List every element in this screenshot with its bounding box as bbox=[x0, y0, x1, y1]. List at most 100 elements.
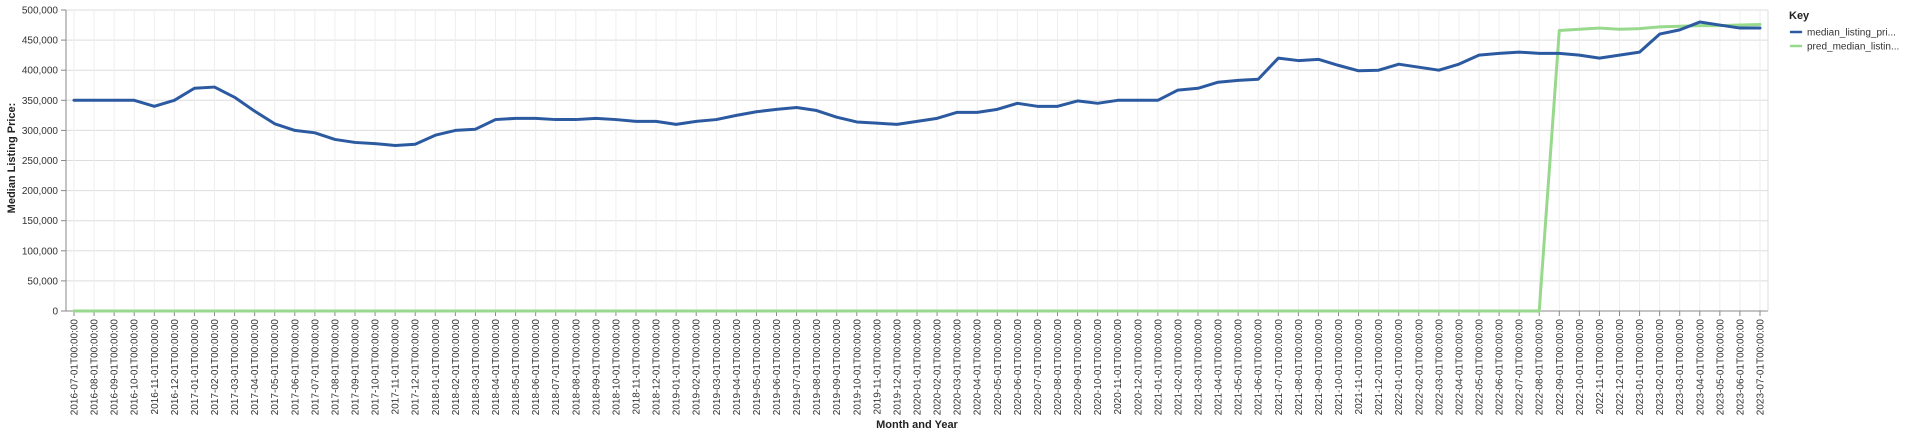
x-tick-label: 2017-02-01T00:00:00 bbox=[210, 319, 221, 416]
x-tick-label: 2023-05-01T00:00:00 bbox=[1715, 319, 1726, 416]
x-tick-label: 2020-05-01T00:00:00 bbox=[993, 319, 1004, 416]
x-tick-label: 2021-08-01T00:00:00 bbox=[1294, 319, 1305, 416]
y-tick-label: 250,000 bbox=[22, 156, 59, 167]
x-tick-label: 2018-06-01T00:00:00 bbox=[531, 319, 542, 416]
y-tick-label: 450,000 bbox=[22, 36, 59, 47]
axes bbox=[61, 9, 1769, 316]
x-tick-label: 2019-04-01T00:00:00 bbox=[732, 319, 743, 416]
x-tick-label: 2019-02-01T00:00:00 bbox=[692, 319, 703, 416]
x-tick-label: 2021-10-01T00:00:00 bbox=[1334, 319, 1345, 416]
y-tick-label: 400,000 bbox=[22, 66, 59, 77]
x-tick-label: 2023-07-01T00:00:00 bbox=[1756, 319, 1767, 416]
x-tick-label: 2019-06-01T00:00:00 bbox=[772, 319, 783, 416]
x-tick-labels: 2016-07-01T00:00:00 2016-08-01T00:00:00 20… bbox=[70, 319, 1767, 416]
x-tick-label: 2017-09-01T00:00:00 bbox=[351, 319, 362, 416]
x-tick-label: 2023-02-01T00:00:00 bbox=[1655, 319, 1666, 416]
x-tick-label: 2016-10-01T00:00:00 bbox=[130, 319, 141, 416]
x-tick-label: 2020-12-01T00:00:00 bbox=[1133, 319, 1144, 416]
x-tick-label: 2021-01-01T00:00:00 bbox=[1153, 319, 1164, 416]
x-tick-label: 2020-01-01T00:00:00 bbox=[913, 319, 924, 416]
x-tick-label: 2021-02-01T00:00:00 bbox=[1173, 319, 1184, 416]
y-tick-label: 300,000 bbox=[22, 126, 59, 137]
x-tick-label: 2022-08-01T00:00:00 bbox=[1535, 319, 1546, 416]
x-tick-label: 2018-10-01T00:00:00 bbox=[611, 319, 622, 416]
x-tick-label: 2019-05-01T00:00:00 bbox=[752, 319, 763, 416]
x-tick-label: 2017-01-01T00:00:00 bbox=[190, 319, 201, 416]
x-tick-label: 2022-09-01T00:00:00 bbox=[1555, 319, 1566, 416]
x-tick-label: 2020-04-01T00:00:00 bbox=[973, 319, 984, 416]
x-tick-label: 2019-08-01T00:00:00 bbox=[812, 319, 823, 416]
x-tick-label: 2018-01-01T00:00:00 bbox=[431, 319, 442, 416]
legend: Key median_listing_pri... pred_median_lis… bbox=[1789, 10, 1899, 53]
x-tick-label: 2018-07-01T00:00:00 bbox=[551, 319, 562, 416]
x-tick-label: 2020-03-01T00:00:00 bbox=[953, 319, 964, 416]
x-tick-label: 2019-11-01T00:00:00 bbox=[872, 319, 883, 415]
x-tick-label: 2020-09-01T00:00:00 bbox=[1073, 319, 1084, 416]
x-tick-label: 2019-07-01T00:00:00 bbox=[792, 319, 803, 416]
y-tick-label: 500,000 bbox=[22, 6, 59, 17]
x-tick-label: 2017-12-01T00:00:00 bbox=[411, 319, 422, 416]
x-tick-label: 2018-09-01T00:00:00 bbox=[591, 319, 602, 416]
x-tick-label: 2022-04-01T00:00:00 bbox=[1454, 319, 1465, 416]
series-lines bbox=[72, 20, 1762, 313]
x-tick-label: 2022-02-01T00:00:00 bbox=[1414, 319, 1425, 416]
x-tick-label: 2023-01-01T00:00:00 bbox=[1635, 319, 1646, 416]
x-tick-label: 2017-07-01T00:00:00 bbox=[310, 319, 321, 416]
x-tick-label: 2019-12-01T00:00:00 bbox=[892, 319, 903, 416]
x-tick-label: 2021-05-01T00:00:00 bbox=[1234, 319, 1245, 416]
x-tick-label: 2017-04-01T00:00:00 bbox=[250, 319, 261, 416]
x-tick-label: 2021-11-01T00:00:00 bbox=[1354, 319, 1365, 415]
x-tick-label: 2020-06-01T00:00:00 bbox=[1013, 319, 1024, 416]
series-line-0 bbox=[72, 20, 1762, 147]
x-tick-label: 2019-09-01T00:00:00 bbox=[832, 319, 843, 416]
x-tick-label: 2017-06-01T00:00:00 bbox=[290, 319, 301, 416]
x-tick-label: 2023-06-01T00:00:00 bbox=[1735, 319, 1746, 416]
x-tick-label: 2019-10-01T00:00:00 bbox=[852, 319, 863, 416]
x-tick-label: 2018-04-01T00:00:00 bbox=[491, 319, 502, 416]
y-tick-label: 100,000 bbox=[22, 246, 59, 257]
x-tick-label: 2020-02-01T00:00:00 bbox=[933, 319, 944, 416]
x-tick-label: 2020-08-01T00:00:00 bbox=[1053, 319, 1064, 416]
x-tick-label: 2022-05-01T00:00:00 bbox=[1475, 319, 1486, 416]
series-line-1 bbox=[72, 22, 1762, 313]
x-tick-label: 2022-06-01T00:00:00 bbox=[1495, 319, 1506, 416]
x-tick-label: 2018-05-01T00:00:00 bbox=[511, 319, 522, 416]
x-tick-label: 2016-12-01T00:00:00 bbox=[170, 319, 181, 416]
x-tick-label: 2021-06-01T00:00:00 bbox=[1254, 319, 1265, 416]
x-tick-label: 2021-07-01T00:00:00 bbox=[1274, 319, 1285, 416]
x-tick-label: 2022-07-01T00:00:00 bbox=[1515, 319, 1526, 416]
x-tick-label: 2017-08-01T00:00:00 bbox=[330, 319, 341, 416]
x-tick-label: 2018-08-01T00:00:00 bbox=[571, 319, 582, 416]
x-tick-label: 2022-03-01T00:00:00 bbox=[1434, 319, 1445, 416]
x-tick-label: 2016-11-01T00:00:00 bbox=[150, 319, 161, 415]
y-tick-labels: 0 50,000 100,000 150,000 200,000 250,000 300,0… bbox=[22, 6, 59, 318]
x-tick-label: 2022-11-01T00:00:00 bbox=[1595, 319, 1606, 415]
x-tick-label: 2018-12-01T00:00:00 bbox=[652, 319, 663, 416]
x-tick-label: 2016-07-01T00:00:00 bbox=[70, 319, 81, 416]
x-tick-label: 2016-08-01T00:00:00 bbox=[90, 319, 101, 416]
x-tick-label: 2018-03-01T00:00:00 bbox=[471, 319, 482, 416]
x-tick-label: 2017-05-01T00:00:00 bbox=[270, 319, 281, 416]
grid-lines bbox=[66, 9, 1768, 312]
x-tick-label: 2022-12-01T00:00:00 bbox=[1615, 319, 1626, 416]
legend-label: median_listing_pri... bbox=[1807, 28, 1896, 39]
x-tick-label: 2021-12-01T00:00:00 bbox=[1374, 319, 1385, 416]
x-tick-label: 2019-03-01T00:00:00 bbox=[712, 319, 723, 416]
legend-label: pred_median_listin... bbox=[1807, 42, 1899, 53]
legend-title: Key bbox=[1789, 10, 1810, 22]
x-tick-label: 2022-10-01T00:00:00 bbox=[1575, 319, 1586, 416]
y-tick-label: 350,000 bbox=[22, 96, 59, 107]
x-tick-label: 2020-11-01T00:00:00 bbox=[1113, 319, 1124, 415]
x-tick-label: 2021-03-01T00:00:00 bbox=[1194, 319, 1205, 416]
x-tick-label: 2020-07-01T00:00:00 bbox=[1033, 319, 1044, 416]
x-tick-label: 2021-09-01T00:00:00 bbox=[1314, 319, 1325, 416]
x-tick-label: 2022-01-01T00:00:00 bbox=[1394, 319, 1405, 416]
x-tick-label: 2021-04-01T00:00:00 bbox=[1214, 319, 1225, 416]
x-tick-label: 2018-02-01T00:00:00 bbox=[451, 319, 462, 416]
x-tick-label: 2020-10-01T00:00:00 bbox=[1093, 319, 1104, 416]
x-tick-label: 2018-11-01T00:00:00 bbox=[632, 319, 643, 415]
x-tick-label: 2023-03-01T00:00:00 bbox=[1675, 319, 1686, 416]
x-tick-label: 2017-10-01T00:00:00 bbox=[371, 319, 382, 416]
y-tick-label: 0 bbox=[52, 307, 58, 318]
